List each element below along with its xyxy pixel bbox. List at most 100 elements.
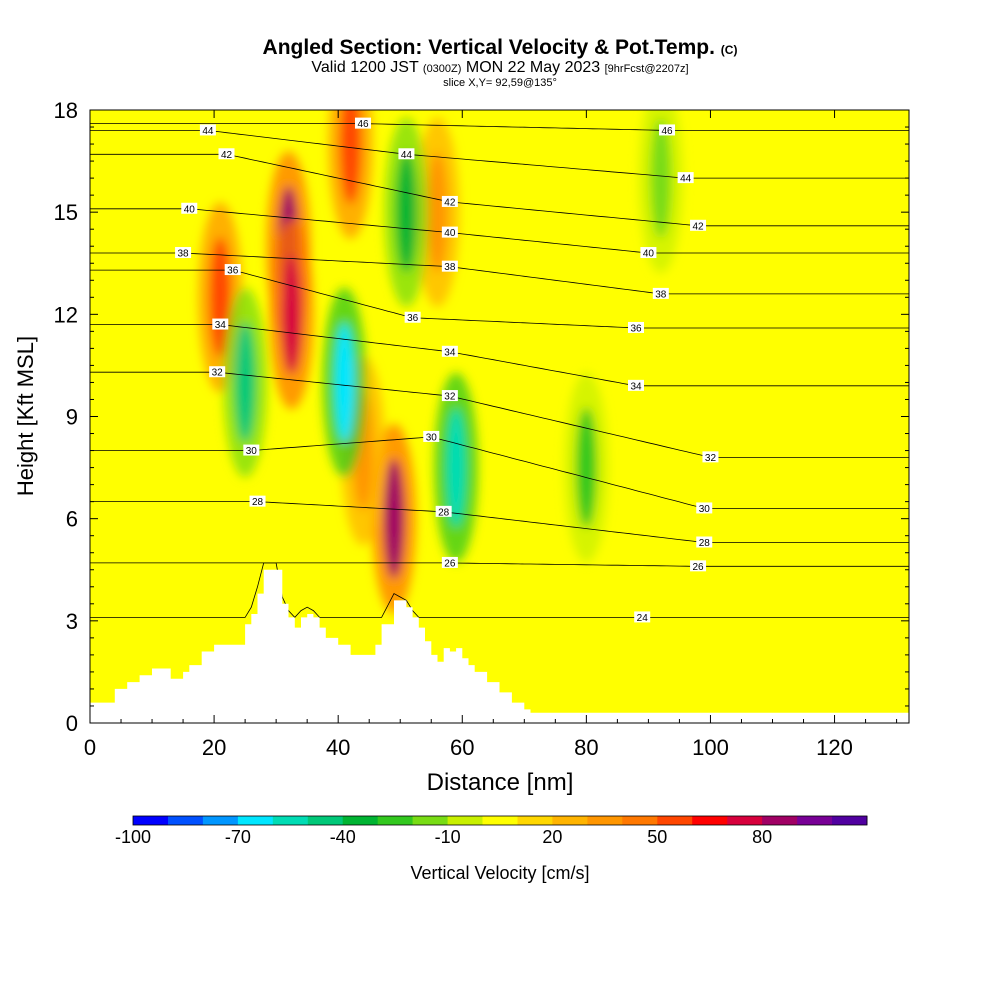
vertical-velocity-field [198, 110, 683, 614]
colorbar-swatch [307, 816, 344, 825]
contour-label-bg [355, 117, 371, 129]
colorbar-swatch [237, 816, 274, 825]
colorbar-swatch [727, 816, 763, 825]
contour-label: 34 [630, 381, 642, 392]
contour-label: 30 [699, 504, 711, 515]
contour-label: 26 [444, 558, 456, 569]
contour-label-bg [690, 560, 707, 572]
contour-label: 38 [444, 262, 456, 273]
x-tick-label: 20 [202, 735, 226, 760]
colorbar-swatch [168, 816, 204, 825]
theta-contour-26 [90, 562, 909, 567]
x-tick-label: 100 [692, 735, 729, 760]
y-tick-label: 3 [66, 609, 78, 634]
velocity-cell-down [576, 407, 597, 528]
velocity-cell-down [334, 322, 355, 443]
contour-label: 38 [655, 289, 667, 300]
chart-title: Angled Section: Vertical Velocity & Pot.… [262, 36, 738, 59]
contour-label: 40 [444, 228, 456, 239]
colorbar-tick-label: 80 [752, 827, 772, 847]
contour-label-bg [702, 451, 719, 463]
contour-label-bg [696, 502, 713, 514]
contour-label: 34 [215, 320, 227, 331]
colorbar-swatch [552, 816, 588, 825]
colorbar-swatch [412, 816, 449, 825]
y-tick-label: 9 [66, 405, 78, 430]
colorbar-tick-label: -100 [115, 827, 151, 847]
colorbar-swatch [797, 816, 833, 825]
velocity-cell-up [384, 458, 405, 579]
theta-contour-32 [90, 371, 909, 458]
contour-label-bg [628, 379, 644, 391]
contour-label-bg [659, 124, 676, 136]
colorbar-tick-label: -10 [435, 827, 461, 847]
colorbar-swatch [202, 816, 239, 825]
contour-label-bg [209, 366, 226, 378]
contour-label: 30 [246, 446, 258, 457]
colorbar-tick-label: 20 [542, 827, 562, 847]
contour-label-bg [441, 556, 458, 568]
contour-label: 32 [444, 392, 456, 403]
x-tick-label: 0 [84, 735, 96, 760]
contour-label: 28 [438, 507, 450, 518]
contour-label-bg [690, 219, 707, 231]
contour-label-bg [249, 495, 266, 507]
velocity-cell-up [427, 152, 448, 273]
colorbar-swatch [272, 816, 309, 825]
x-tick-label: 80 [574, 735, 598, 760]
theta-contour-40 [90, 208, 909, 254]
contour-label: 24 [637, 613, 649, 624]
contour-label-bg [398, 148, 415, 160]
colorbar-swatch [482, 816, 518, 825]
contour-label-bg [441, 195, 458, 207]
contour-label: 44 [202, 126, 214, 137]
contour-label-bg [435, 505, 452, 517]
colorbar-swatch [133, 816, 169, 825]
contour-label-bg [634, 611, 651, 623]
colorbar-tick-label: 50 [647, 827, 667, 847]
velocity-cell-down [396, 152, 417, 273]
colorbar-swatch [762, 816, 798, 825]
velocity-cell-up [340, 110, 361, 205]
contour-label-bg [696, 536, 713, 548]
x-axis: 0 20 40 60 80 100 120 [84, 110, 898, 760]
contour-label-bg [199, 124, 216, 136]
contour-label: 46 [661, 126, 673, 137]
contour-label: 30 [426, 432, 438, 443]
contour-label-bg [677, 172, 694, 184]
contour-label: 36 [227, 266, 239, 277]
theta-contour-46 [90, 123, 909, 131]
colorbar-swatch [517, 816, 553, 825]
velocity-cell-up [281, 254, 302, 375]
contour-label: 34 [444, 347, 456, 358]
contour-label: 42 [221, 150, 233, 161]
colorbar-swatch [832, 816, 868, 825]
colorbar-swatch [342, 816, 379, 825]
contour-label: 42 [444, 197, 456, 208]
contour-label-bg [640, 247, 657, 259]
y-tick-label: 18 [54, 98, 78, 123]
colorbar-tick-label: -70 [225, 827, 251, 847]
contour-label-bg [441, 226, 458, 238]
theta-contour-30 [90, 436, 909, 509]
contour-label: 42 [692, 221, 704, 232]
theta-contour-44 [90, 130, 909, 179]
theta-contour-38 [90, 252, 909, 295]
colorbar-swatch [692, 816, 728, 825]
colorbar-swatch [622, 816, 658, 825]
contour-label-bg [628, 321, 644, 333]
contour-label-bg [224, 264, 241, 276]
contour-label: 46 [357, 119, 369, 130]
chart-subtitle-valid: Valid 1200 JST (0300Z) MON 22 May 2023 [… [311, 59, 689, 76]
colorbar: -100 -70 -40 -10 20 50 80 [115, 815, 868, 847]
contour-label: 28 [699, 538, 711, 549]
colorbar-swatch [657, 816, 693, 825]
x-tick-label: 60 [450, 735, 474, 760]
colorbar-swatch [447, 816, 484, 825]
contour-label-bg [212, 318, 229, 330]
contour-label: 44 [401, 150, 413, 161]
contour-labels: 44 42 40 38 36 34 32 30 28 46 44 42 40 38 36 34 32 30 28 26… [175, 117, 719, 624]
colorbar-frame [132, 815, 868, 826]
